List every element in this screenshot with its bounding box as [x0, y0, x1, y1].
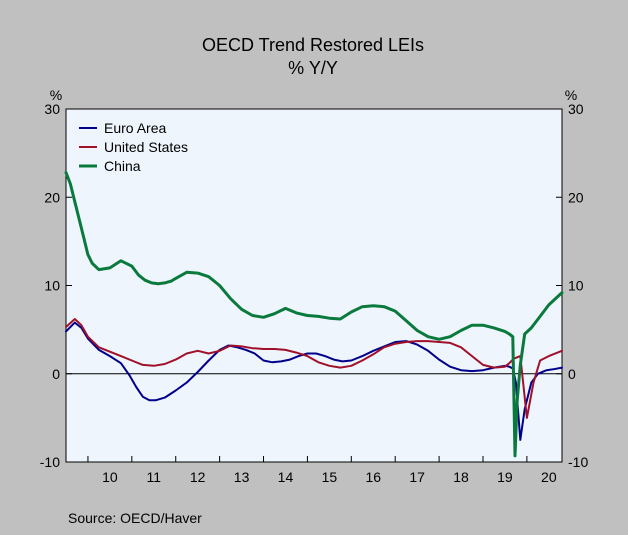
chart-subtitle: % Y/Y — [288, 58, 338, 78]
x-tick-label: 12 — [190, 469, 206, 485]
legend-label: Euro Area — [104, 120, 166, 136]
y-tick-label-right: 10 — [568, 278, 584, 294]
x-tick-label: 10 — [102, 469, 118, 485]
y-axis-left-unit: % — [50, 87, 62, 103]
x-tick-label: 16 — [365, 469, 381, 485]
series-line-euro-area — [65, 321, 563, 441]
y-tick-label-right: 30 — [568, 101, 584, 117]
legend-label: China — [104, 158, 141, 174]
legend: Euro Area United States China — [79, 120, 188, 174]
x-tick-label: 20 — [541, 469, 557, 485]
y-tick-label-right: -10 — [568, 454, 588, 470]
y-tick-label-left: 0 — [52, 366, 60, 382]
x-tick-label: 14 — [278, 469, 294, 485]
y-tick-label-right: 20 — [568, 189, 584, 205]
source-note: Source: OECD/Haver — [68, 510, 202, 526]
x-tick-label: 13 — [234, 469, 250, 485]
legend-label: United States — [104, 139, 188, 155]
x-tick-label: 18 — [453, 469, 469, 485]
chart-title: OECD Trend Restored LEIs — [202, 35, 424, 55]
x-tick-label: 15 — [322, 469, 338, 485]
y-tick-label-left: 20 — [44, 189, 60, 205]
series-line-china — [64, 171, 564, 458]
y-axis-right-unit: % — [565, 87, 577, 103]
y-tick-label-left: 10 — [44, 278, 60, 294]
plot-area — [65, 108, 563, 463]
chart-marks: -10 -10 0 0 10 10 20 20 30 30 10 11 12 13 14 15 16 17 18 19… — [40, 101, 589, 485]
y-tick-label-left: -10 — [40, 454, 60, 470]
y-tick-label-right: 0 — [568, 366, 576, 382]
x-tick-label: 17 — [409, 469, 425, 485]
x-tick-label: 11 — [147, 469, 162, 485]
x-tick-label: 19 — [497, 469, 513, 485]
series-line-united-states — [65, 318, 563, 419]
y-tick-label-left: 30 — [44, 101, 60, 117]
